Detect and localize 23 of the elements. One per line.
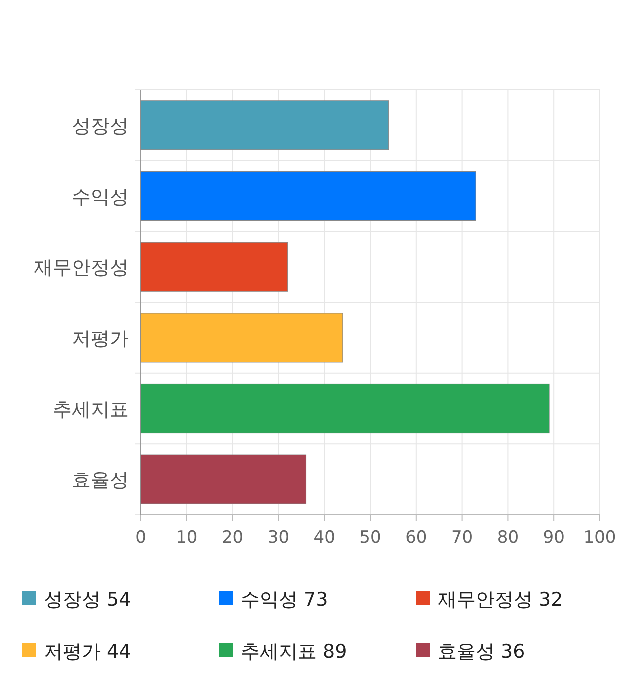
legend-label: 재무안정성 32 — [438, 589, 564, 611]
legend-label: 성장성 54 — [44, 589, 132, 611]
y-tick-label: 수익성 — [72, 186, 129, 208]
x-tick-label: 100 — [584, 528, 616, 548]
x-tick-label: 90 — [543, 528, 565, 548]
x-tick-label: 70 — [451, 528, 474, 548]
y-tick-label: 성장성 — [72, 115, 129, 138]
x-tick-label: 50 — [360, 528, 382, 548]
legend-label: 수익성 73 — [241, 589, 328, 611]
x-tick-label: 10 — [176, 528, 198, 548]
y-tick-label: 효율성 — [72, 470, 129, 492]
x-tick-label: 0 — [136, 528, 146, 548]
x-tick-label: 20 — [222, 528, 244, 548]
x-tick-label: 40 — [314, 528, 336, 548]
y-tick-label: 추세지표 — [53, 398, 129, 421]
x-tick-label: 30 — [268, 528, 290, 548]
y-tick-label: 재무안정성 — [34, 257, 129, 280]
legend-label: 저평가 44 — [44, 641, 132, 663]
legend-label: 효율성 36 — [438, 641, 526, 663]
legend-label: 추세지표 89 — [241, 641, 348, 663]
x-tick-label: 60 — [406, 528, 428, 548]
y-tick-label: 저평가 — [72, 328, 129, 350]
x-tick-label: 80 — [497, 528, 520, 548]
